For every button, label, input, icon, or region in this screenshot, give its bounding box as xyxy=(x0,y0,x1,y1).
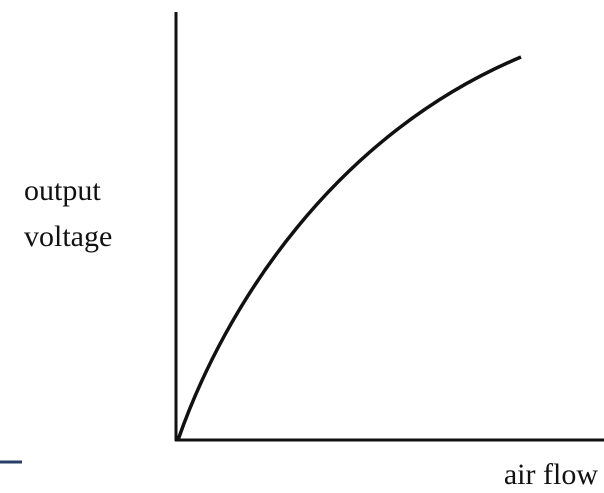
x-axis-label: air flow xyxy=(504,458,598,491)
y-axis-label-line: output xyxy=(24,174,101,207)
response-curve xyxy=(176,55,522,441)
y-axis-label-line: voltage xyxy=(24,220,112,253)
